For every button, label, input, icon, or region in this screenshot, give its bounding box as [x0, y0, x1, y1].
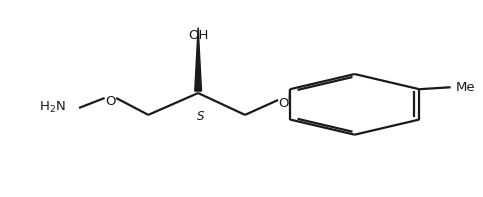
Text: Me: Me — [456, 81, 476, 94]
Polygon shape — [195, 28, 201, 91]
Text: O: O — [279, 97, 289, 110]
Text: O: O — [105, 95, 115, 108]
Text: H$_2$N: H$_2$N — [39, 100, 66, 115]
Text: S: S — [197, 110, 204, 123]
Text: OH: OH — [188, 29, 208, 42]
